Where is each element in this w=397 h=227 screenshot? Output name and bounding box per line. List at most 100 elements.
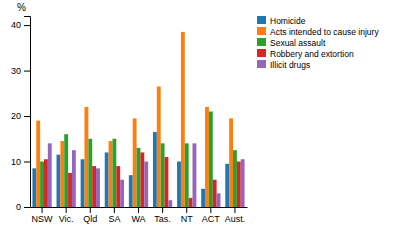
bar [157,86,161,207]
bar [81,159,85,207]
bar [209,112,213,208]
legend-item: Acts intended to cause injury [257,27,379,37]
bar [129,175,133,207]
tick-label: NT [181,214,193,224]
plot: NSW Vic. Qld SA WA Tas. NT ACT Aust. 0 10 20 30 40 [11,17,248,225]
bar-series [32,132,229,207]
legend-swatch [257,38,266,46]
tick-mark [24,207,30,208]
chart: NSW Vic. Qld SA WA Tas. NT ACT Aust. 0 10 20 30 40% Ho… [0,0,397,227]
bar [84,107,88,207]
tick-label: 0 [16,202,21,212]
tick-label: 20 [11,111,21,121]
bar [193,143,197,207]
tick: NSW [32,207,54,224]
bar [241,159,245,207]
tick-mark [24,162,30,163]
bar [217,193,221,207]
bar [109,141,113,207]
bar [88,139,92,207]
bar [133,118,137,207]
bar [96,168,100,207]
tick-label: 40 [11,20,21,30]
tick: 40 [11,20,30,30]
legend-label: Homicide [270,16,306,26]
tick-mark [42,207,43,213]
bar-series [48,143,245,207]
bar [205,107,209,207]
bar [233,150,237,207]
y-axis-label: % [17,2,26,13]
tick-mark [138,207,139,213]
tick-mark [162,207,163,213]
bar [72,150,76,207]
tick-mark [90,207,91,213]
bar [116,166,120,207]
axis-line [24,17,31,208]
bar [168,200,172,207]
bar [177,162,181,207]
bar [92,166,96,207]
legend-item: Sexual assault [257,38,326,48]
bar [112,139,116,207]
tick-mark [66,207,67,213]
bar [229,118,233,207]
tick: Aust. [225,207,246,224]
legend-label: Acts intended to cause injury [270,27,379,37]
bar-series [40,112,237,208]
bar [140,152,144,207]
bar [32,168,36,207]
tick: 30 [11,66,30,76]
tick: ACT [202,207,221,224]
legend-swatch [257,16,266,24]
bars [32,32,244,207]
legend-swatch [257,27,266,35]
bar [153,132,157,207]
legend-item: Robbery and extortion [257,49,354,59]
bar [40,162,44,207]
legend-label: Robbery and extortion [270,49,354,59]
tick-mark [24,25,30,26]
bar [201,189,205,207]
tick-label: 10 [11,157,21,167]
legend-swatch [257,60,266,68]
bar [144,162,148,207]
bar [137,148,141,207]
bar [185,143,189,207]
tick-mark [210,207,211,213]
bar [181,32,185,207]
tick: 10 [11,157,30,167]
bar [189,198,193,207]
legend-item: Homicide [257,16,306,26]
tick-label: Qld [83,214,97,224]
bar [60,141,64,207]
tick-label: NSW [32,214,54,224]
bar [161,143,165,207]
legend-swatch [257,49,266,57]
tick-label: SA [108,214,120,224]
tick-label: 30 [11,66,21,76]
tick-label: Aust. [225,214,246,224]
tick-label: Vic. [59,214,74,224]
bar-series [36,32,233,207]
tick-label: ACT [202,214,221,224]
tick: Qld [83,207,97,224]
tick-mark [234,207,235,213]
legend-item: Illicit drugs [257,60,310,70]
tick-mark [186,207,187,213]
bar [36,121,40,207]
legend: HomicideActs intended to cause injurySex… [257,16,379,70]
bar [105,152,109,207]
tick: 20 [11,111,30,121]
bar [68,173,72,207]
bar [48,143,52,207]
bar [64,134,68,207]
bar [213,180,217,207]
bar [120,180,124,207]
tick: WA [131,207,145,224]
bar [225,164,229,207]
tick-label: WA [131,214,145,224]
bar [237,162,241,207]
tick-label: Tas. [154,214,171,224]
bar [44,159,48,207]
